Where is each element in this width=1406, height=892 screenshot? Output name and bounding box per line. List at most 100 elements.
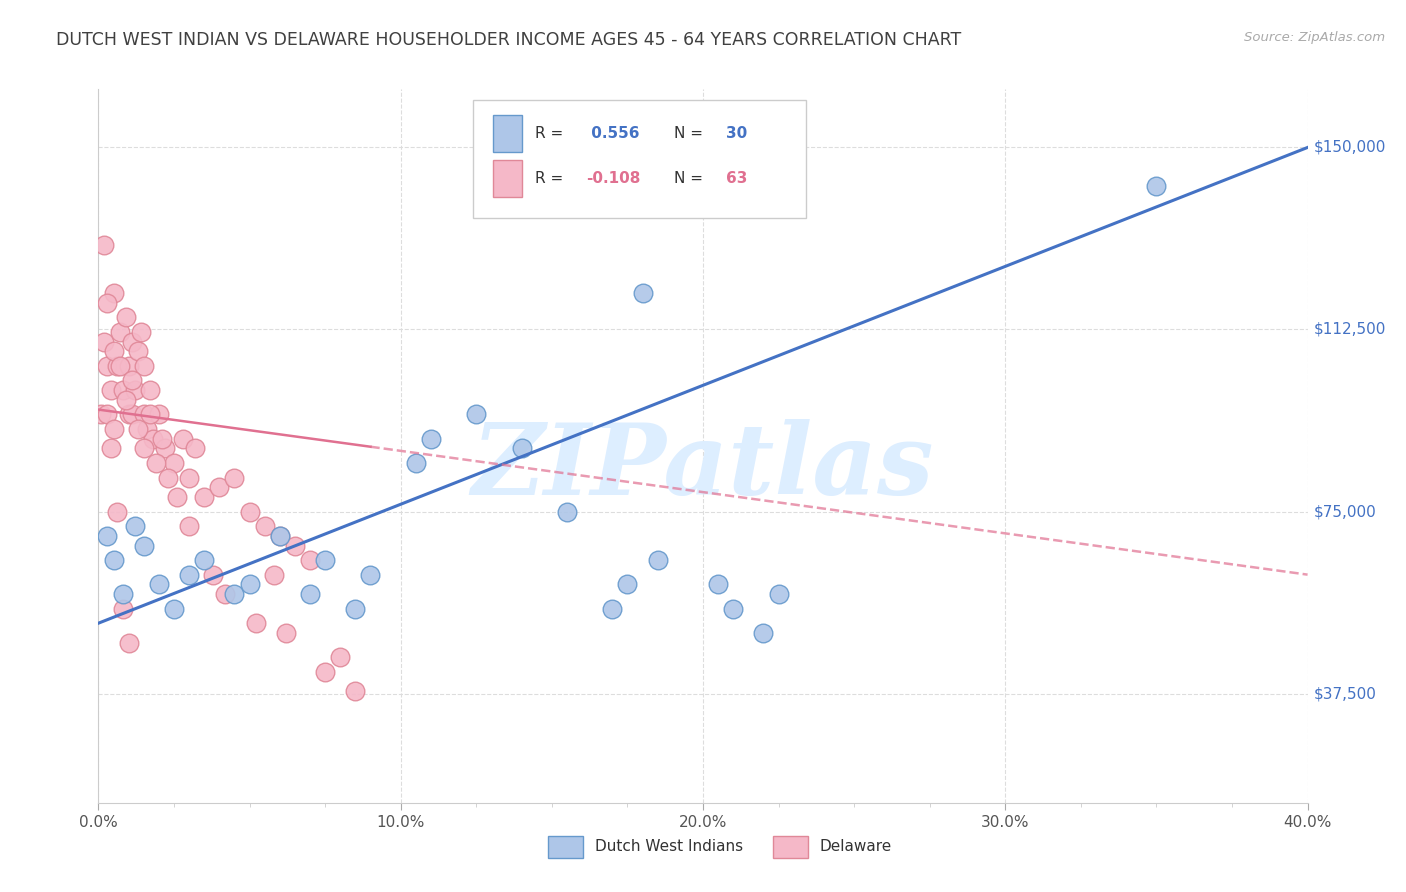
Point <box>179 519 201 533</box>
Point <box>118 359 141 373</box>
Point <box>93 237 115 252</box>
Point <box>631 286 654 301</box>
Point <box>105 504 128 518</box>
Point <box>245 616 267 631</box>
Text: 63: 63 <box>725 171 748 186</box>
Point <box>114 392 136 407</box>
Point <box>103 286 125 301</box>
Point <box>344 601 367 615</box>
Point <box>96 529 118 543</box>
Point <box>121 334 143 349</box>
Text: DUTCH WEST INDIAN VS DELAWARE HOUSEHOLDER INCOME AGES 45 - 64 YEARS CORRELATION : DUTCH WEST INDIAN VS DELAWARE HOUSEHOLDE… <box>56 31 962 49</box>
Point <box>127 422 149 436</box>
Text: Delaware: Delaware <box>820 839 891 855</box>
Text: $112,500: $112,500 <box>1313 322 1386 337</box>
Point <box>299 587 322 601</box>
Point <box>253 519 276 533</box>
Point <box>139 383 162 397</box>
FancyBboxPatch shape <box>474 100 806 218</box>
Point <box>329 650 352 665</box>
Point <box>163 601 186 615</box>
Point <box>127 344 149 359</box>
Text: N =: N = <box>673 126 707 141</box>
Point <box>768 587 790 601</box>
FancyBboxPatch shape <box>492 160 522 197</box>
Point <box>214 587 236 601</box>
Point <box>224 587 246 601</box>
Point <box>103 553 125 567</box>
Text: ZIPatlas: ZIPatlas <box>472 419 934 516</box>
Point <box>193 490 215 504</box>
Point <box>179 567 201 582</box>
Point <box>314 665 336 679</box>
Point <box>96 359 118 373</box>
Text: 30: 30 <box>725 126 747 141</box>
Text: Dutch West Indians: Dutch West Indians <box>595 839 742 855</box>
Point <box>274 626 297 640</box>
Point <box>148 408 170 422</box>
Point <box>124 519 146 533</box>
Text: N =: N = <box>673 171 707 186</box>
Point <box>202 567 225 582</box>
Point <box>118 408 141 422</box>
Point <box>172 432 194 446</box>
Point <box>163 456 186 470</box>
Point <box>100 383 122 397</box>
Point <box>145 456 167 470</box>
Point <box>135 422 157 436</box>
Point <box>108 325 131 339</box>
Point <box>263 567 285 582</box>
Text: -0.108: -0.108 <box>586 171 640 186</box>
Point <box>707 577 730 591</box>
Point <box>360 567 382 582</box>
Point <box>269 529 291 543</box>
Text: $75,000: $75,000 <box>1313 504 1376 519</box>
Point <box>723 601 745 615</box>
Point <box>153 442 176 456</box>
Point <box>96 295 118 310</box>
Point <box>405 456 427 470</box>
Point <box>1146 179 1168 194</box>
Point <box>184 442 207 456</box>
Point <box>465 408 488 422</box>
Point <box>129 325 152 339</box>
Point <box>105 359 128 373</box>
Point <box>166 490 188 504</box>
Point <box>132 359 155 373</box>
Point <box>121 408 143 422</box>
Point <box>121 374 143 388</box>
Point <box>108 359 131 373</box>
Point <box>224 470 246 484</box>
Point <box>752 626 775 640</box>
Point <box>148 577 170 591</box>
Text: $37,500: $37,500 <box>1313 686 1376 701</box>
Point <box>124 383 146 397</box>
Point <box>647 553 669 567</box>
Point <box>111 601 134 615</box>
Point <box>314 553 336 567</box>
Text: R =: R = <box>534 171 568 186</box>
Point <box>132 442 155 456</box>
Point <box>90 408 112 422</box>
Point <box>193 553 215 567</box>
Point <box>239 504 262 518</box>
Point <box>510 442 533 456</box>
Point <box>114 310 136 325</box>
Point <box>156 470 179 484</box>
Point <box>208 480 231 494</box>
Point <box>111 587 134 601</box>
Point <box>179 470 201 484</box>
Text: Source: ZipAtlas.com: Source: ZipAtlas.com <box>1244 31 1385 45</box>
Point <box>93 334 115 349</box>
Point <box>118 635 141 649</box>
Point <box>111 383 134 397</box>
Point <box>139 408 162 422</box>
Point <box>150 432 173 446</box>
Point <box>420 432 443 446</box>
Point <box>239 577 262 591</box>
Text: R =: R = <box>534 126 568 141</box>
Point <box>344 684 367 698</box>
Text: $150,000: $150,000 <box>1313 140 1386 155</box>
FancyBboxPatch shape <box>492 115 522 152</box>
Point <box>142 432 165 446</box>
